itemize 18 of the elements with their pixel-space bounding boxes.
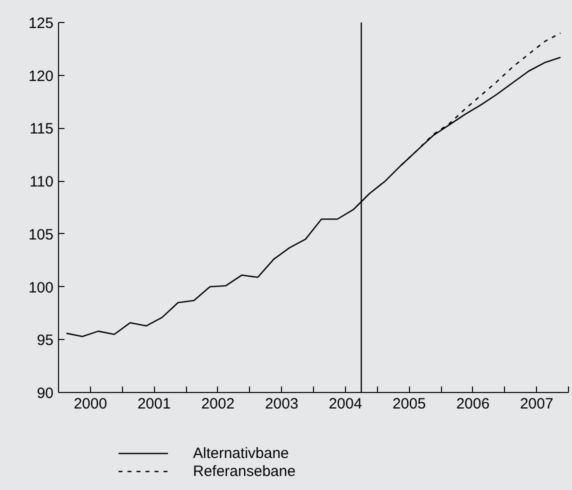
y-tick-label: 120 — [28, 68, 54, 85]
x-tick-label: 2004 — [328, 396, 362, 412]
y-tick-label: 100 — [28, 279, 54, 296]
x-tick-label: 2007 — [520, 396, 554, 412]
y-tick-label: 115 — [30, 120, 54, 138]
y-tick-label: 90 — [36, 385, 54, 402]
y-tick-label: 125 — [28, 15, 54, 32]
legend-label: Alternativbane — [193, 444, 289, 462]
legend-label: Referansebane — [193, 462, 296, 480]
x-tick-label: 2003 — [264, 396, 298, 412]
y-tick-label: 110 — [30, 174, 54, 191]
y-tick-label: 105 — [28, 226, 54, 244]
x-tick-label: 2006 — [456, 396, 490, 412]
x-tick-label: 2000 — [74, 396, 108, 412]
x-tick-label: 2001 — [137, 396, 171, 412]
x-tick-label: 2002 — [201, 396, 235, 412]
x-tick-label: 2005 — [392, 396, 426, 412]
y-tick-label: 95 — [36, 332, 54, 350]
